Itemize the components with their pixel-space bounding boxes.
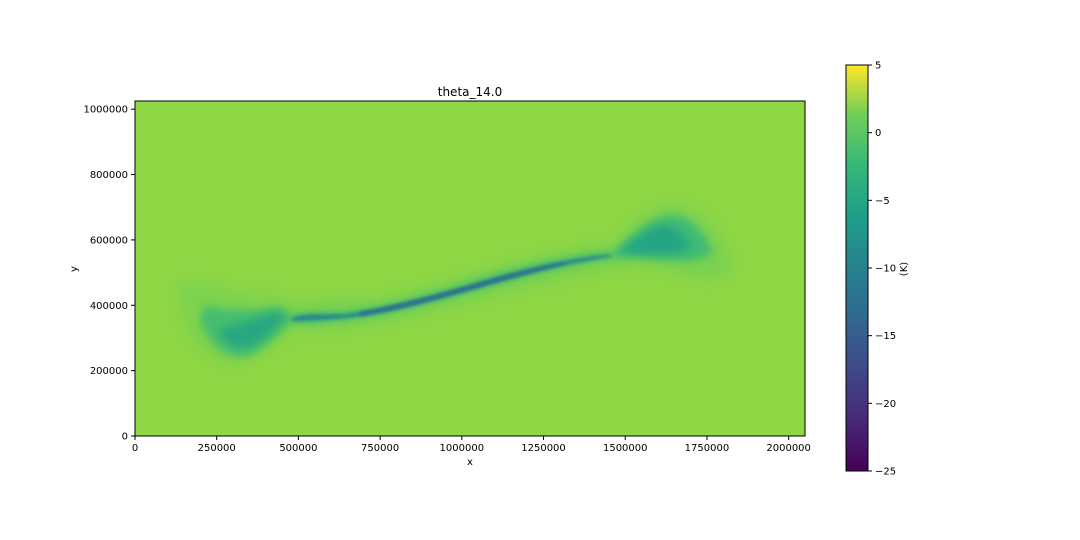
colorbar-ticks: 5 0 −5 −10 −15 −20 −25 xyxy=(868,61,896,478)
colorbar-tick-label: −10 xyxy=(875,264,896,275)
colorbar-tick-label: −20 xyxy=(875,399,896,410)
plot-frame xyxy=(134,100,806,437)
y-tick-label: 200000 xyxy=(90,366,128,377)
chart-title: theta_14.0 xyxy=(438,85,502,99)
y-tick-label: 1000000 xyxy=(83,105,128,116)
front-darkest xyxy=(360,262,565,316)
x-tick-label: 0 xyxy=(132,443,138,454)
y-axis-label: y xyxy=(69,266,80,272)
x-tick-label: 500000 xyxy=(279,443,317,454)
x-tick-label: 1750000 xyxy=(685,443,730,454)
x-tick-label: 250000 xyxy=(198,443,236,454)
y-tick-label: 600000 xyxy=(90,235,128,246)
y-tick-label: 400000 xyxy=(90,301,128,312)
y-tick-label: 800000 xyxy=(90,170,128,181)
x-tick-label: 2000000 xyxy=(766,443,811,454)
x-tick-label: 1250000 xyxy=(521,443,566,454)
x-tick-label: 1000000 xyxy=(440,443,485,454)
heatmap-field xyxy=(177,205,732,365)
x-axis-ticks: 0 250000 500000 750000 1000000 1250000 1500000… xyxy=(132,436,811,454)
x-axis-label: x xyxy=(467,457,473,468)
y-axis-ticks: 0 200000 400000 600000 800000 1000000 xyxy=(83,105,135,443)
x-tick-label: 1500000 xyxy=(603,443,648,454)
northeast-lobe-inner xyxy=(620,226,690,254)
colorbar-tick-label: 0 xyxy=(875,128,881,139)
colorbar-tick-label: −25 xyxy=(875,467,896,478)
colorbar-tick-label: −5 xyxy=(875,196,890,207)
x-tick-label: 750000 xyxy=(361,443,399,454)
colorbar xyxy=(845,64,869,472)
colorbar-tick-label: 5 xyxy=(875,61,881,72)
colorbar-label: (K) xyxy=(899,262,910,276)
y-tick-label: 0 xyxy=(122,432,128,443)
colorbar-tick-label: −15 xyxy=(875,331,896,342)
southwest-lobe-inner xyxy=(220,312,292,348)
